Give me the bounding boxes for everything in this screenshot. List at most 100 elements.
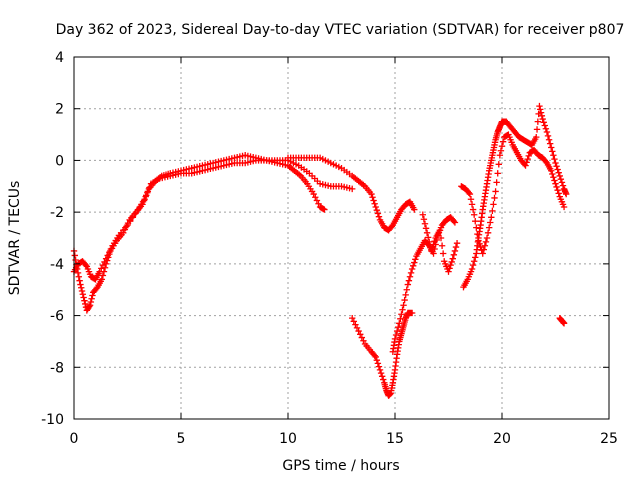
data-point: [557, 175, 565, 183]
data-point: [397, 315, 404, 323]
data-point: [310, 190, 317, 198]
data-point: [422, 225, 430, 232]
data-point: [388, 223, 395, 230]
data-point: [546, 140, 554, 147]
data-point: [484, 229, 492, 237]
data-point: [485, 224, 493, 231]
data-point: [552, 159, 559, 167]
data-point: [494, 170, 501, 177]
data-point: [555, 169, 562, 176]
data-point: [99, 272, 107, 279]
data-point: [523, 159, 530, 166]
data-point: [492, 188, 499, 195]
data-point: [538, 112, 546, 120]
data-point: [371, 200, 378, 207]
data-point: [468, 201, 476, 208]
data-point: [551, 155, 558, 163]
data-point: [476, 240, 483, 248]
data-point: [395, 324, 402, 331]
data-point: [543, 128, 551, 136]
data-point: [560, 203, 568, 211]
data-point: [469, 261, 477, 269]
data-point: [540, 119, 547, 126]
data-point: [447, 261, 454, 269]
y-tick-label: -10: [41, 412, 64, 428]
data-point: [480, 246, 488, 253]
data-point: [123, 223, 130, 230]
data-point: [448, 258, 455, 266]
data-point: [421, 220, 429, 227]
data-point: [88, 295, 95, 302]
data-point: [411, 259, 418, 266]
data-point: [553, 163, 560, 170]
series-track-d: [349, 309, 416, 399]
data-point: [522, 162, 529, 169]
data-point: [370, 197, 377, 204]
data-point: [499, 138, 507, 145]
x-tick-label: 15: [386, 431, 404, 447]
data-point: [429, 244, 436, 251]
data-point: [533, 126, 541, 133]
data-point: [452, 243, 460, 251]
data-point: [411, 206, 418, 213]
data-point: [143, 192, 150, 199]
series-track-f: [419, 211, 461, 275]
data-point: [375, 363, 383, 370]
series-track-h: [458, 131, 568, 257]
data-point: [408, 265, 416, 273]
data-point: [313, 197, 321, 204]
y-axis-label: SDTVAR / TECUs: [7, 181, 23, 296]
y-tick-label: 0: [55, 153, 64, 169]
data-point: [372, 203, 379, 211]
data-point: [75, 273, 83, 280]
data-point: [537, 106, 544, 113]
data-point: [542, 158, 550, 165]
data-point: [378, 373, 386, 380]
data-point: [491, 194, 498, 202]
data-point: [81, 297, 88, 304]
data-point: [423, 229, 431, 237]
data-point: [475, 237, 482, 244]
data-point: [144, 188, 152, 195]
data-point: [350, 318, 358, 325]
data-point: [402, 291, 409, 299]
data-point: [360, 337, 367, 344]
data-point: [396, 320, 403, 327]
data-point: [470, 211, 478, 218]
data-point: [495, 161, 502, 168]
data-point: [315, 200, 322, 207]
data-point: [71, 252, 79, 259]
data-point: [380, 376, 387, 383]
data-point: [446, 265, 453, 272]
data-point: [445, 268, 452, 275]
data-point: [554, 186, 561, 194]
data-point: [412, 256, 419, 263]
data-point: [497, 147, 505, 154]
data-point: [373, 356, 381, 364]
data-point: [431, 238, 438, 245]
data-point: [450, 251, 458, 259]
data-point: [376, 366, 384, 374]
data-point: [472, 217, 479, 225]
data-point: [96, 268, 103, 275]
data-point: [101, 258, 108, 266]
data-point: [481, 242, 489, 249]
data-point: [548, 167, 555, 174]
series-track-b: [70, 157, 356, 283]
series-track-c: [284, 154, 418, 234]
data-point: [392, 331, 400, 339]
x-axis-label: GPS time / hours: [282, 458, 399, 474]
data-point: [560, 320, 568, 327]
data-point: [545, 136, 553, 143]
data-point: [406, 273, 414, 280]
y-tick-label: -2: [50, 205, 64, 221]
data-point: [474, 230, 481, 238]
x-tick-label: 5: [177, 431, 186, 447]
data-point: [358, 334, 366, 341]
data-point: [555, 190, 562, 197]
data-point: [477, 243, 484, 251]
data-point: [368, 190, 375, 198]
data-point: [537, 109, 545, 116]
data-point: [451, 247, 459, 255]
data-point: [104, 252, 111, 259]
